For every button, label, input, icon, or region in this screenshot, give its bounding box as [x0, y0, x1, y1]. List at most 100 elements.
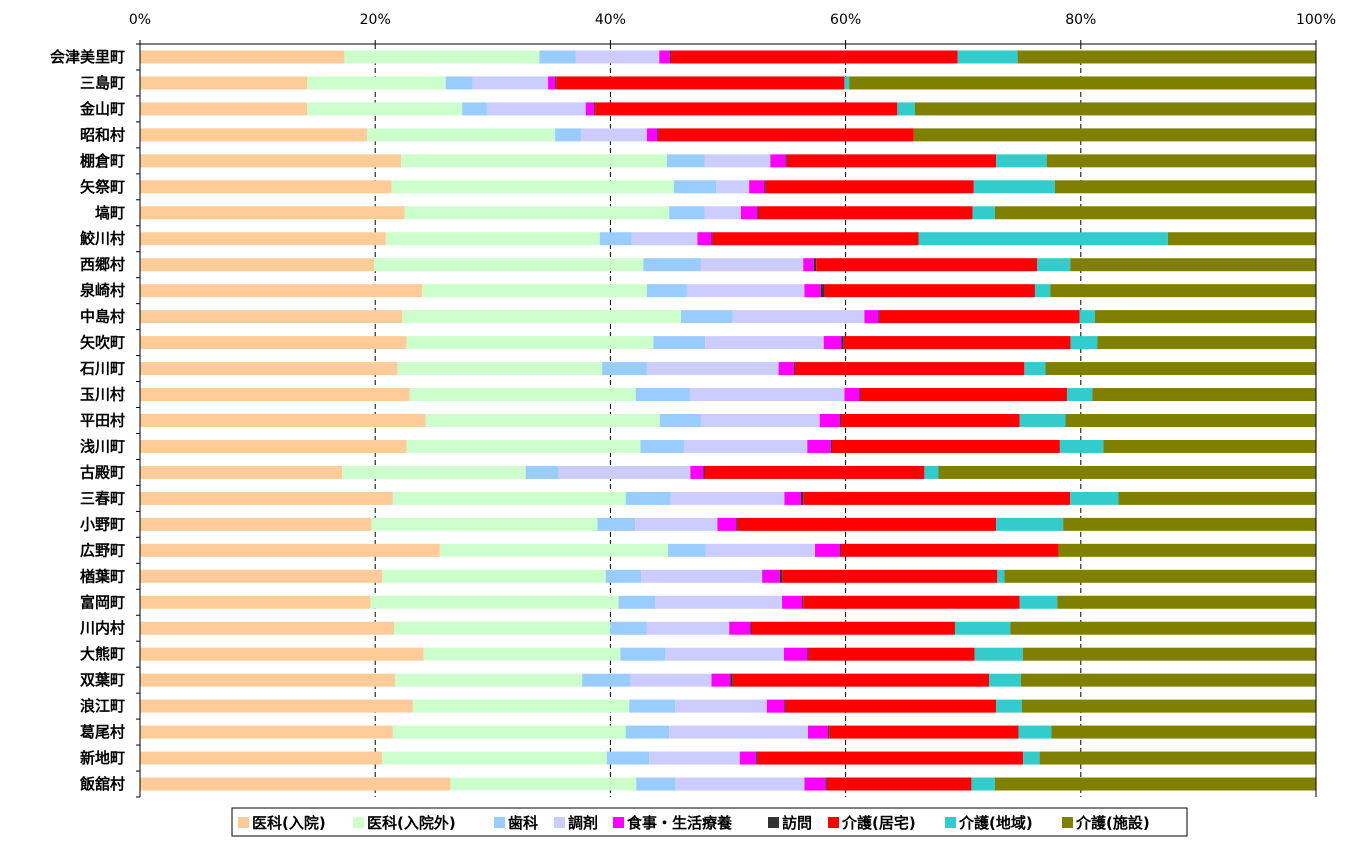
category-label: 金山町: [79, 100, 125, 118]
bar-segment: [395, 673, 583, 687]
bar-segment: [785, 699, 997, 713]
bar-segment: [646, 621, 730, 635]
bar-segment: [803, 491, 1071, 505]
category-label: 玉川村: [80, 386, 125, 404]
bar-segment: [803, 595, 1020, 609]
bar-segment: [1050, 284, 1316, 298]
bar-segment: [618, 595, 656, 609]
bar-segment: [597, 517, 636, 531]
bar-segment: [804, 777, 826, 791]
bar-segment: [1019, 414, 1066, 427]
legend: 医科(入院) 医科(入院外) 歯科 調剤 食事・生活療養 訪問 介護(居宅) 介護(地域) 介護…: [231, 807, 1188, 837]
bar-segment: [669, 725, 808, 739]
bar-segment: [1046, 154, 1316, 168]
bar-segment: [843, 336, 1071, 350]
bar-segment: [1022, 699, 1316, 713]
legend-label: 医科(入院): [252, 814, 326, 832]
bar-segment: [839, 414, 841, 427]
bar-segment: [402, 310, 681, 324]
bar-segment: [140, 102, 307, 116]
bar-segment: [762, 569, 780, 583]
bar-segment: [643, 258, 701, 272]
category-label: 棚倉町: [80, 152, 125, 170]
bar-segment: [829, 725, 1019, 739]
category-label: 中島村: [80, 308, 125, 326]
bar-segment: [730, 673, 733, 687]
legend-label: 介護(施設): [1075, 814, 1150, 832]
category-label: 会津美里町: [50, 48, 125, 66]
bar-segment: [140, 491, 393, 505]
category-label: 浅川町: [80, 437, 125, 455]
bar-segment: [764, 180, 766, 194]
bar-segment: [840, 543, 1059, 557]
bar-segment: [717, 517, 737, 531]
bar-segment: [757, 751, 1024, 765]
bar-segment: [739, 751, 757, 765]
category-label: 新地町: [80, 749, 125, 767]
bar-segment: [140, 414, 426, 427]
bar-segment: [994, 777, 1316, 791]
bar-segment: [653, 336, 706, 350]
category-label: 小野町: [80, 515, 125, 533]
bar-segment: [1065, 414, 1316, 427]
bar-segment: [404, 206, 670, 220]
category-label: 矢祭町: [80, 178, 125, 196]
bar-segment: [1118, 491, 1316, 505]
bar-segment: [140, 647, 424, 661]
bar-segment: [140, 699, 413, 713]
bar-segment: [683, 439, 808, 453]
bar-segment: [370, 595, 619, 609]
bar-segment: [525, 465, 559, 479]
bar-segment: [1079, 310, 1095, 324]
bar-segment: [657, 128, 659, 142]
bar-segment: [783, 647, 808, 661]
bar-segment: [602, 362, 647, 376]
bar-segment: [306, 102, 463, 116]
bar-segment: [1066, 388, 1093, 402]
bar-segment: [766, 699, 785, 713]
bar-segment: [669, 206, 705, 220]
bar-segment: [582, 673, 631, 687]
bar-segment: [973, 180, 1055, 194]
bar-segment: [824, 284, 1035, 298]
category-label: 広野町: [80, 541, 125, 559]
bar-segment: [140, 543, 440, 557]
category-label: 西郷村: [80, 256, 125, 274]
bar-segment: [450, 777, 637, 791]
bar-segment: [732, 673, 990, 687]
bar-segment: [1022, 647, 1316, 661]
bar-segment: [1010, 621, 1316, 635]
bar-segment: [140, 206, 405, 220]
bar-segment: [635, 388, 690, 402]
bar-segment: [1039, 751, 1316, 765]
legend-label: 調剤: [568, 814, 598, 832]
category-label: 浪江町: [80, 697, 125, 715]
bar-segment: [1019, 595, 1058, 609]
category-label: 泉崎村: [79, 282, 125, 300]
bar-segment: [830, 439, 832, 453]
bar-segment: [439, 543, 669, 557]
bar-segment: [675, 777, 805, 791]
bar-segment: [668, 543, 706, 557]
bar-segment: [397, 362, 603, 376]
bar-segment: [996, 154, 1047, 168]
bar-segment: [689, 388, 845, 402]
legend-label: 食事・生活療養: [627, 814, 733, 832]
category-label: 塙町: [95, 204, 125, 222]
bar-segment: [716, 180, 750, 194]
bar-segment: [1059, 439, 1104, 453]
bar-segment: [823, 336, 842, 350]
bar-segment: [625, 725, 670, 739]
bar-segment: [757, 206, 759, 220]
bar-segment: [758, 206, 973, 220]
bar-segment: [406, 336, 654, 350]
bar-segment: [971, 777, 995, 791]
bars: [140, 50, 1316, 791]
bar-segment: [1092, 388, 1316, 402]
bar-segment: [629, 699, 676, 713]
bar-segment: [409, 388, 636, 402]
bar-segment: [1037, 258, 1071, 272]
category-label: 川内村: [79, 619, 125, 637]
bar-segment: [630, 673, 712, 687]
